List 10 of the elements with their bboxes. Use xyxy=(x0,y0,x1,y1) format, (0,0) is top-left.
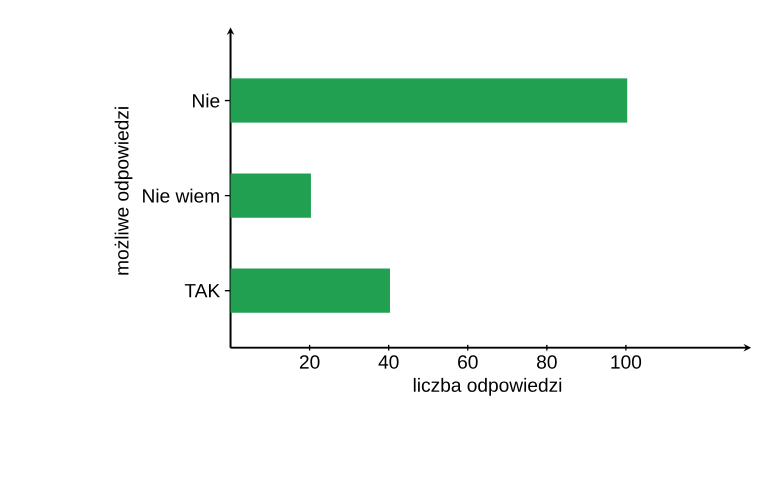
x-tick-label: 100 xyxy=(611,355,642,369)
y-tick-label: TAK xyxy=(184,284,220,298)
y-tick-label: Nie wiem xyxy=(143,188,219,203)
y-tick-label: Nie xyxy=(193,94,220,108)
x-tick-label: 60 xyxy=(458,355,478,369)
x-axis-title: liczba odpowiedzi xyxy=(414,378,562,396)
x-tick-label: 80 xyxy=(537,355,557,369)
x-tick-label: 40 xyxy=(378,355,399,369)
y-axis-title: możliwe odpowiedzi xyxy=(114,107,132,275)
x-tick-label: 20 xyxy=(300,355,320,369)
